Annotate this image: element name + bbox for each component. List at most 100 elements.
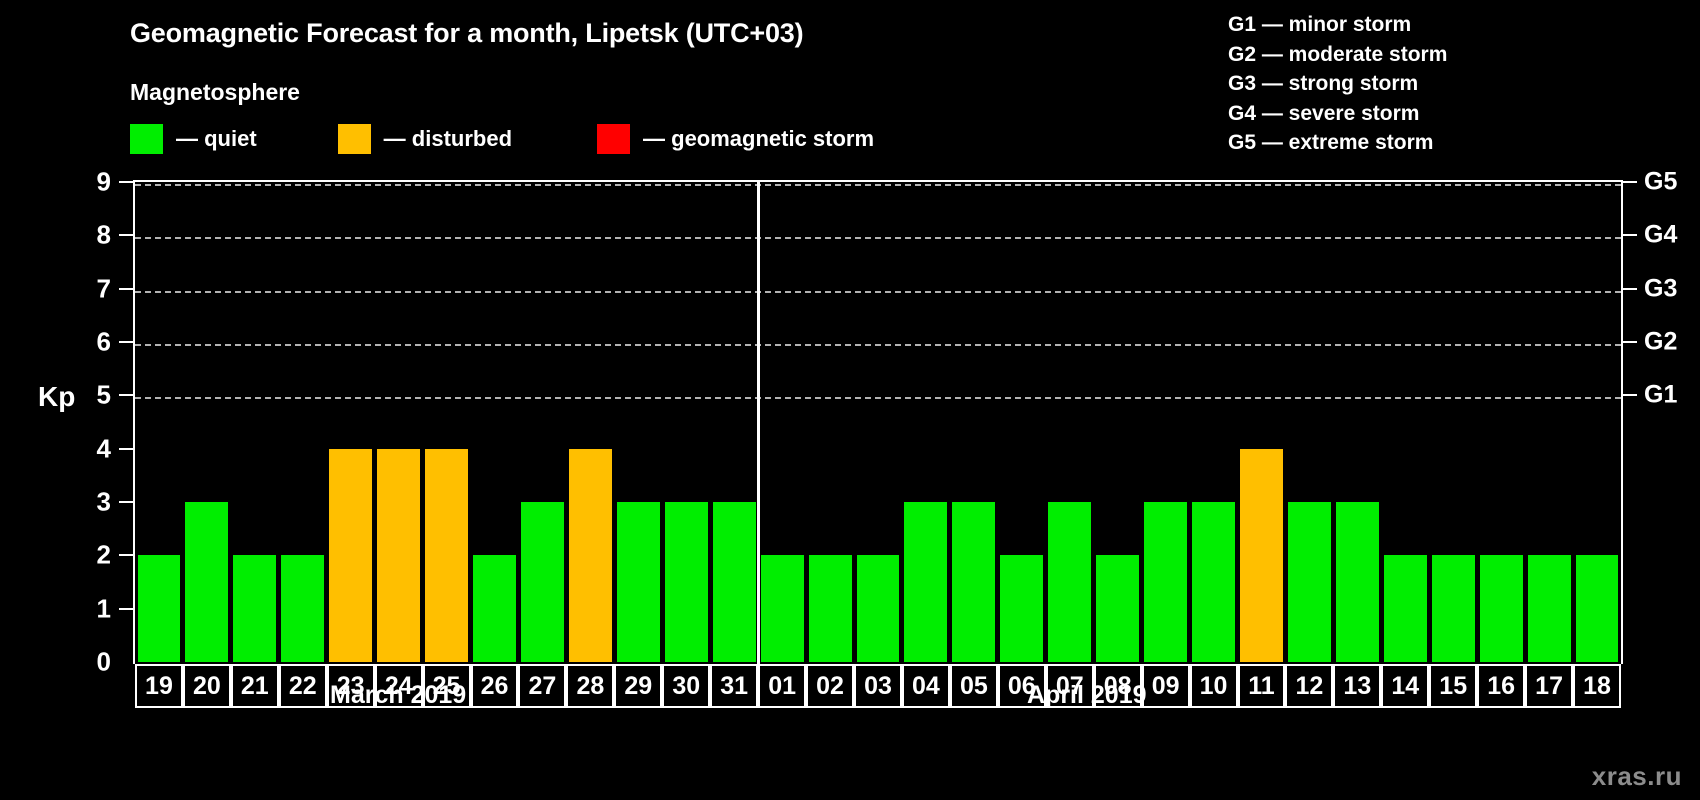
bar-column[interactable]	[425, 182, 469, 662]
bar-march-19[interactable]	[137, 555, 181, 662]
bar-april-11[interactable]	[1240, 448, 1283, 662]
bar-april-14[interactable]	[1383, 555, 1427, 662]
date-label-april-09[interactable]: 09	[1141, 664, 1190, 708]
date-label-march-21[interactable]: 21	[230, 664, 279, 708]
bar-column[interactable]	[1287, 182, 1331, 662]
date-label-april-01[interactable]: 01	[758, 664, 807, 708]
bar-column[interactable]	[616, 182, 660, 662]
bar-april-07[interactable]	[1048, 502, 1092, 662]
date-label-march-28[interactable]: 28	[566, 664, 615, 708]
bar-march-27[interactable]	[520, 502, 564, 662]
bar-april-15[interactable]	[1431, 555, 1475, 662]
bar-march-25[interactable]	[425, 448, 469, 662]
date-label-april-11[interactable]: 11	[1237, 664, 1286, 708]
bar-march-24[interactable]	[377, 448, 421, 662]
bar-april-04[interactable]	[904, 502, 948, 662]
bar-column[interactable]	[1431, 182, 1475, 662]
bar-column[interactable]	[377, 182, 421, 662]
date-label-april-04[interactable]: 04	[901, 664, 950, 708]
date-label-april-14[interactable]: 14	[1381, 664, 1430, 708]
bar-april-06[interactable]	[1000, 555, 1044, 662]
bar-march-23[interactable]	[329, 448, 373, 662]
date-label-march-19[interactable]: 19	[135, 664, 183, 708]
bar-column[interactable]	[856, 182, 900, 662]
bar-column[interactable]	[1096, 182, 1140, 662]
bar-column[interactable]	[185, 182, 229, 662]
bar-march-30[interactable]	[664, 502, 708, 662]
storm-scale-legend: G1 — minor storm G2 — moderate storm G3 …	[1228, 10, 1447, 158]
bar-april-16[interactable]	[1479, 555, 1523, 662]
date-label-march-22[interactable]: 22	[278, 664, 327, 708]
bar-column[interactable]	[1575, 182, 1619, 662]
bar-column[interactable]	[712, 182, 756, 662]
bar-column[interactable]	[1048, 182, 1092, 662]
bar-april-02[interactable]	[808, 555, 852, 662]
date-label-april-10[interactable]: 10	[1189, 664, 1238, 708]
date-label-march-20[interactable]: 20	[182, 664, 231, 708]
date-label-april-07[interactable]: 07	[1045, 664, 1094, 708]
date-label-april-17[interactable]: 17	[1525, 664, 1574, 708]
date-label-april-16[interactable]: 16	[1477, 664, 1526, 708]
date-label-april-18[interactable]: 18	[1573, 664, 1621, 708]
orange-square-icon	[337, 124, 371, 154]
bar-april-08[interactable]	[1096, 555, 1140, 662]
g-tick-label-g5: G5	[1644, 167, 1678, 196]
bar-march-28[interactable]	[568, 448, 612, 662]
bar-march-20[interactable]	[185, 502, 229, 662]
y-tick-mark-4	[119, 447, 133, 450]
date-label-april-05[interactable]: 05	[949, 664, 998, 708]
date-label-april-06[interactable]: 06	[997, 664, 1046, 708]
bar-column[interactable]	[1527, 182, 1571, 662]
bar-april-03[interactable]	[856, 555, 900, 662]
date-label-march-29[interactable]: 29	[614, 664, 663, 708]
bar-april-12[interactable]	[1287, 502, 1331, 662]
bar-april-05[interactable]	[952, 502, 996, 662]
bar-column[interactable]	[137, 182, 181, 662]
date-label-april-13[interactable]: 13	[1333, 664, 1382, 708]
bar-april-17[interactable]	[1527, 555, 1571, 662]
bar-april-09[interactable]	[1144, 502, 1188, 662]
bar-april-10[interactable]	[1192, 502, 1235, 662]
legend-item-quiet: — quiet	[130, 124, 257, 154]
date-label-april-03[interactable]: 03	[854, 664, 902, 708]
bar-column[interactable]	[329, 182, 373, 662]
bar-march-22[interactable]	[281, 555, 325, 662]
bar-column[interactable]	[281, 182, 325, 662]
date-label-april-02[interactable]: 02	[806, 664, 855, 708]
bar-march-26[interactable]	[473, 555, 516, 662]
legend-item-storm: — geomagnetic storm	[597, 124, 874, 154]
magnetosphere-legend: — quiet — disturbed — geomagnetic storm	[130, 124, 874, 154]
date-label-march-24[interactable]: 24	[374, 664, 423, 708]
bar-column[interactable]	[473, 182, 516, 662]
bar-column[interactable]	[1192, 182, 1235, 662]
bar-april-18[interactable]	[1575, 555, 1619, 662]
bar-march-31[interactable]	[712, 502, 756, 662]
bar-column[interactable]	[1479, 182, 1523, 662]
date-label-march-25[interactable]: 25	[422, 664, 471, 708]
date-label-april-12[interactable]: 12	[1285, 664, 1334, 708]
bar-column[interactable]	[952, 182, 996, 662]
bar-april-13[interactable]	[1335, 502, 1379, 662]
date-label-march-27[interactable]: 27	[518, 664, 567, 708]
bar-column[interactable]	[520, 182, 564, 662]
bar-column[interactable]	[904, 182, 948, 662]
bar-column[interactable]	[808, 182, 852, 662]
bar-column[interactable]	[1335, 182, 1379, 662]
bar-column[interactable]	[1240, 182, 1283, 662]
bar-column[interactable]	[760, 182, 804, 662]
date-label-march-31[interactable]: 31	[710, 664, 759, 708]
bar-column[interactable]	[1000, 182, 1044, 662]
bar-march-29[interactable]	[616, 502, 660, 662]
bar-column[interactable]	[664, 182, 708, 662]
bar-column[interactable]	[568, 182, 612, 662]
bar-column[interactable]	[1383, 182, 1427, 662]
bar-column[interactable]	[233, 182, 277, 662]
bar-column[interactable]	[1144, 182, 1188, 662]
bar-april-01[interactable]	[760, 555, 804, 662]
date-label-march-26[interactable]: 26	[470, 664, 519, 708]
bar-march-21[interactable]	[233, 555, 277, 662]
date-label-april-15[interactable]: 15	[1429, 664, 1478, 708]
date-label-april-08[interactable]: 08	[1093, 664, 1142, 708]
date-label-march-30[interactable]: 30	[662, 664, 711, 708]
date-label-march-23[interactable]: 23	[326, 664, 375, 708]
